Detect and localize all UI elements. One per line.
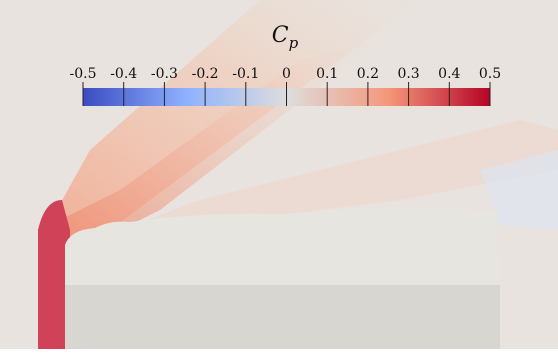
colorbar-tick-label: 0.2 (357, 66, 379, 82)
colorbar-tick-label: -0.5 (70, 66, 97, 82)
colorbar-title-subscript: p (289, 34, 299, 52)
page: Cp -0.5-0.4-0.3-0.2-0.100.10.20.30.40.5 … (0, 0, 558, 349)
colorbar-tick-label: 0.5 (479, 66, 501, 82)
colorbar-tick-label: 0 (282, 66, 291, 82)
colorbar-tick-label: -0.1 (232, 66, 259, 82)
colorbar-title-main: C (272, 23, 289, 48)
colorbar-tick-label: 0.1 (316, 66, 338, 82)
colorbar-tick-label: 0.4 (438, 66, 460, 82)
colorbar-tick-label: -0.2 (192, 66, 219, 82)
body-side (65, 285, 500, 349)
colorbar-tick-label: -0.3 (151, 66, 178, 82)
visualization: Cp -0.5 -0.4 -0.3 -0.2 -0.1 0 0.1 0.2 0.3 0.4 0.5 (0, 0, 558, 349)
colorbar-tick-label: 0.3 (397, 66, 419, 82)
colorbar-tick-label: -0.4 (110, 66, 137, 82)
